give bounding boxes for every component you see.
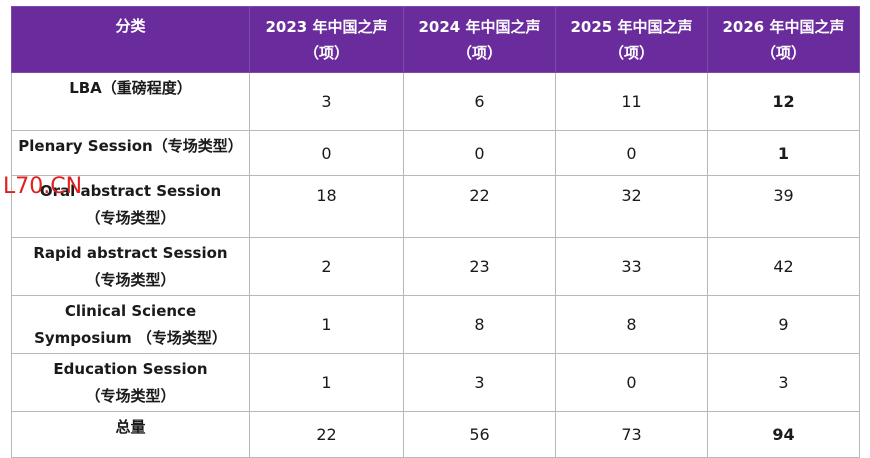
cell-2024: 3 xyxy=(403,353,556,412)
row-label: LBA（重磅程度） xyxy=(11,72,250,131)
header-category: 分类 xyxy=(11,6,250,73)
row-label: Oral abstract Session （专场类型） xyxy=(11,175,250,238)
cell-2023: 0 xyxy=(249,130,404,176)
row-label-line: Education Session xyxy=(53,360,208,378)
cell-2024: 0 xyxy=(403,130,556,176)
row-label-line: Clinical Science xyxy=(64,302,197,320)
cell-2026: 9 xyxy=(707,295,860,354)
cell-2026: 12 xyxy=(707,72,860,131)
header-unit: （项） xyxy=(760,43,806,62)
table-row: LBA（重磅程度） 3 6 11 12 xyxy=(11,72,860,131)
header-2026: 2026 年中国之声 （项） xyxy=(707,6,860,73)
cell-2025: 8 xyxy=(555,295,708,354)
row-label-line: Symposium （专场类型） xyxy=(34,329,227,347)
cell-2025: 33 xyxy=(555,237,708,296)
header-label: 2025 年中国之声 xyxy=(570,17,693,36)
comparison-table: 分类 2023 年中国之声 （项） 2024 年中国之声 （项） 2025 年中… xyxy=(11,6,860,458)
row-label: Rapid abstract Session （专场类型） xyxy=(11,237,250,296)
header-label: 2026 年中国之声 xyxy=(722,17,845,36)
cell-2025: 0 xyxy=(555,130,708,176)
cell-2026: 94 xyxy=(707,411,860,458)
header-label: 2024 年中国之声 xyxy=(418,17,541,36)
header-label: 2023 年中国之声 xyxy=(265,17,388,36)
cell-2026: 3 xyxy=(707,353,860,412)
row-label-line: 总量 xyxy=(115,418,146,436)
header-2024: 2024 年中国之声 （项） xyxy=(403,6,556,73)
cell-2023: 22 xyxy=(249,411,404,458)
table-row: Oral abstract Session （专场类型） 18 22 32 39 xyxy=(11,175,860,238)
header-row: 分类 2023 年中国之声 （项） 2024 年中国之声 （项） 2025 年中… xyxy=(11,6,860,73)
table-row: Clinical Science Symposium （专场类型） 1 8 8 … xyxy=(11,295,860,354)
cell-2024: 56 xyxy=(403,411,556,458)
cell-2026: 39 xyxy=(707,175,860,238)
watermark: L70.CN xyxy=(3,174,83,199)
header-unit: （项） xyxy=(608,43,654,62)
header-2023: 2023 年中国之声 （项） xyxy=(249,6,404,73)
header-unit: （项） xyxy=(456,43,502,62)
row-label: Education Session （专场类型） xyxy=(11,353,250,412)
row-label-line: Oral abstract Session xyxy=(39,182,222,200)
header-label: 分类 xyxy=(115,17,146,35)
row-label-line: Plenary Session（专场类型） xyxy=(18,137,243,155)
cell-2025: 11 xyxy=(555,72,708,131)
cell-2024: 23 xyxy=(403,237,556,296)
cell-2024: 22 xyxy=(403,175,556,238)
row-label-line: Rapid abstract Session xyxy=(33,244,228,262)
row-label: 总量 xyxy=(11,411,250,458)
cell-2024: 6 xyxy=(403,72,556,131)
table-row: Plenary Session（专场类型） 0 0 0 1 xyxy=(11,130,860,176)
cell-2026: 1 xyxy=(707,130,860,176)
cell-2023: 18 xyxy=(249,175,404,238)
row-label-line: LBA（重磅程度） xyxy=(69,79,192,97)
row-label: Plenary Session（专场类型） xyxy=(11,130,250,176)
header-unit: （项） xyxy=(303,43,349,62)
cell-2023: 1 xyxy=(249,295,404,354)
cell-2025: 32 xyxy=(555,175,708,238)
cell-2025: 0 xyxy=(555,353,708,412)
cell-2023: 2 xyxy=(249,237,404,296)
cell-2023: 1 xyxy=(249,353,404,412)
row-label-line: （专场类型） xyxy=(85,271,176,289)
header-2025: 2025 年中国之声 （项） xyxy=(555,6,708,73)
cell-2023: 3 xyxy=(249,72,404,131)
row-label-line: （专场类型） xyxy=(85,209,176,227)
row-label: Clinical Science Symposium （专场类型） xyxy=(11,295,250,354)
row-label-line: （专场类型） xyxy=(85,387,176,405)
cell-2025: 73 xyxy=(555,411,708,458)
cell-2026: 42 xyxy=(707,237,860,296)
cell-2024: 8 xyxy=(403,295,556,354)
comparison-table-container: 分类 2023 年中国之声 （项） 2024 年中国之声 （项） 2025 年中… xyxy=(11,6,860,458)
table-row-total: 总量 22 56 73 94 xyxy=(11,411,860,458)
table-row: Rapid abstract Session （专场类型） 2 23 33 42 xyxy=(11,237,860,296)
table-row: Education Session （专场类型） 1 3 0 3 xyxy=(11,353,860,412)
